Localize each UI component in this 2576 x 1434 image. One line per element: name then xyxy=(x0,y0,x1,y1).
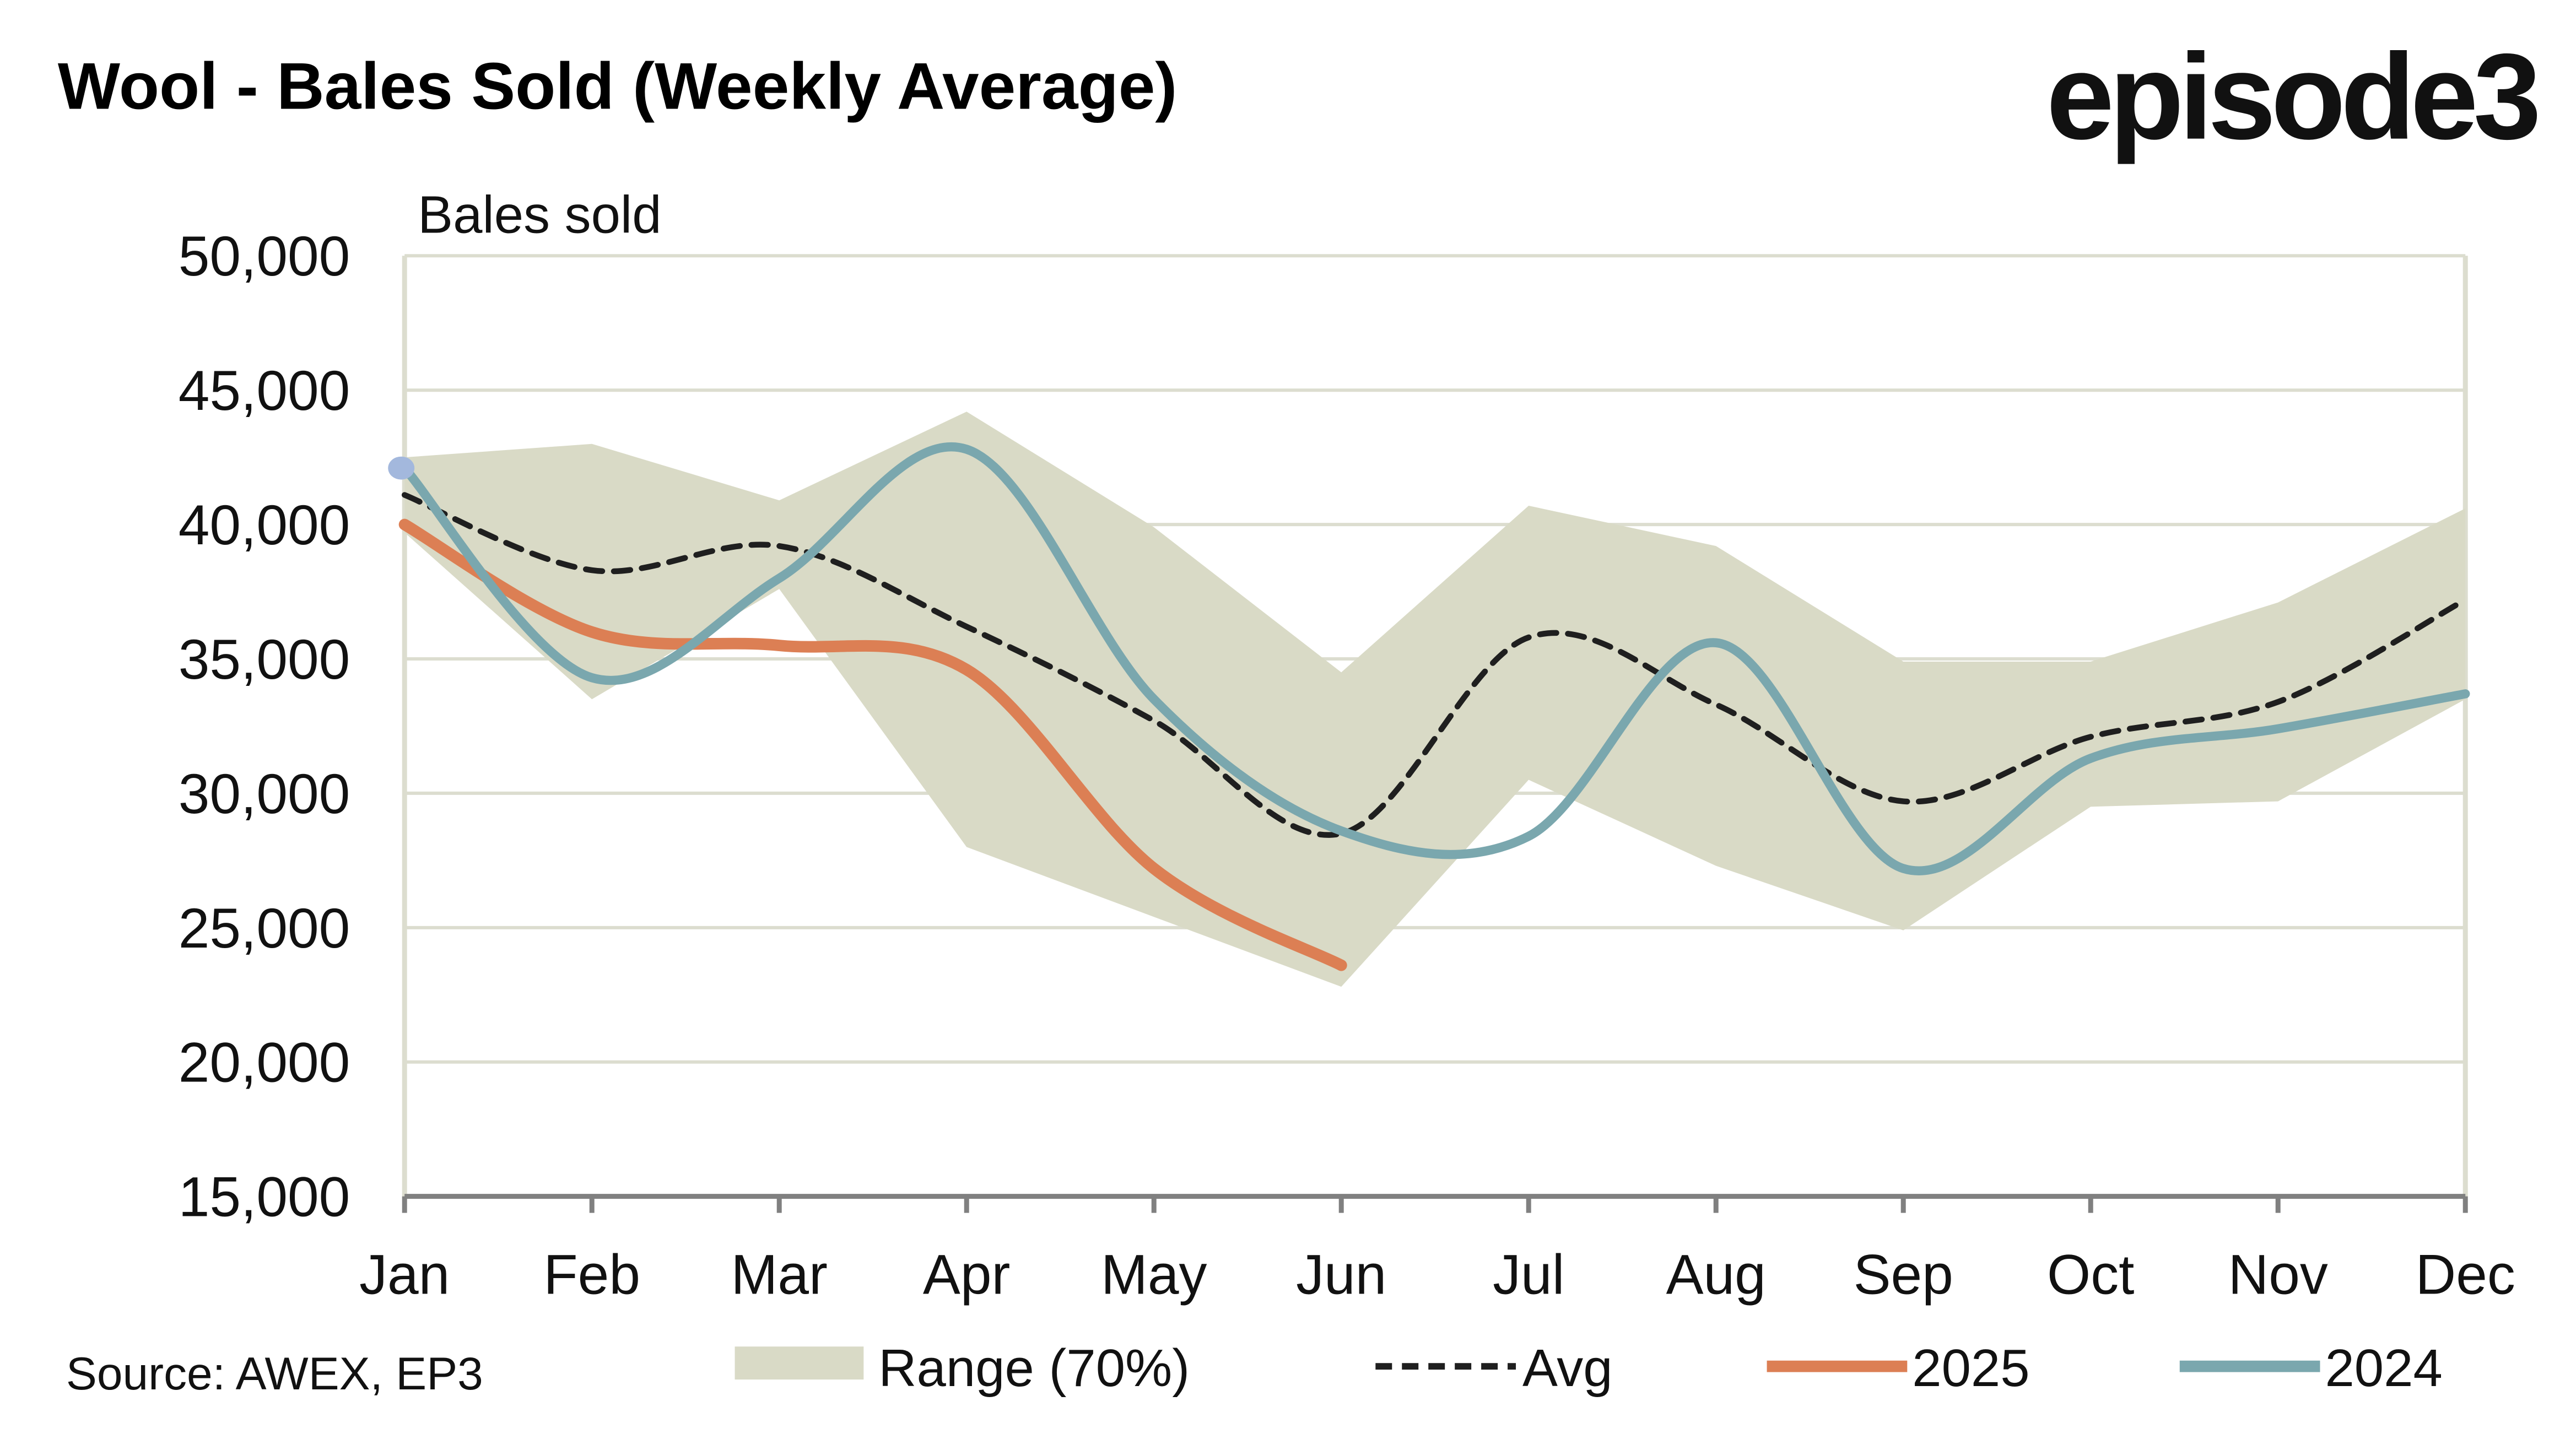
legend-avg-label: Avg xyxy=(1522,1339,1612,1398)
legend-2025-label: 2025 xyxy=(1912,1339,2029,1398)
range-band xyxy=(404,412,2466,987)
y-tick-label: 20,000 xyxy=(179,1031,350,1094)
avg-line xyxy=(401,492,2469,838)
series-2024-line xyxy=(399,442,2470,875)
x-tick-label: Mar xyxy=(731,1243,827,1306)
x-tick-label: Aug xyxy=(1666,1243,1766,1306)
x-tick-label: Dec xyxy=(2416,1243,2515,1306)
legend-range-label: Range (70%) xyxy=(878,1339,1190,1398)
legend-2024-label: 2024 xyxy=(2325,1339,2442,1398)
series-2024-start-marker xyxy=(388,456,415,480)
y-tick-label: 45,000 xyxy=(179,359,350,422)
legend: Range (70%) Avg 2025 2024 xyxy=(735,1339,2443,1398)
y-tick-label: 50,000 xyxy=(179,225,350,288)
y-tick-label: 30,000 xyxy=(179,762,350,825)
chart-title: Wool - Bales Sold (Weekly Average) xyxy=(58,50,1177,123)
x-tick-label: Jan xyxy=(359,1243,450,1306)
source-note: Source: AWEX, EP3 xyxy=(66,1348,483,1399)
y-axis-label: Bales sold xyxy=(418,185,661,244)
x-tick-label: Sep xyxy=(1854,1243,1953,1306)
x-tick-label: Oct xyxy=(2047,1243,2135,1306)
x-tick-label: Apr xyxy=(923,1243,1011,1306)
legend-range-swatch xyxy=(735,1346,864,1380)
y-tick-label: 15,000 xyxy=(179,1166,350,1229)
y-tick-label: 35,000 xyxy=(179,628,350,691)
y-tick-label: 40,000 xyxy=(179,494,350,556)
x-tick-label: Jul xyxy=(1493,1243,1564,1306)
x-tick-label: Jun xyxy=(1296,1243,1386,1306)
x-tick-label: Feb xyxy=(543,1243,640,1306)
x-tick-label: May xyxy=(1101,1243,1207,1306)
y-tick-label: 25,000 xyxy=(179,897,350,960)
series-2025-line xyxy=(398,518,1347,971)
episode3-logo: episode3 xyxy=(2046,28,2537,165)
x-tick-label: Nov xyxy=(2228,1243,2328,1306)
